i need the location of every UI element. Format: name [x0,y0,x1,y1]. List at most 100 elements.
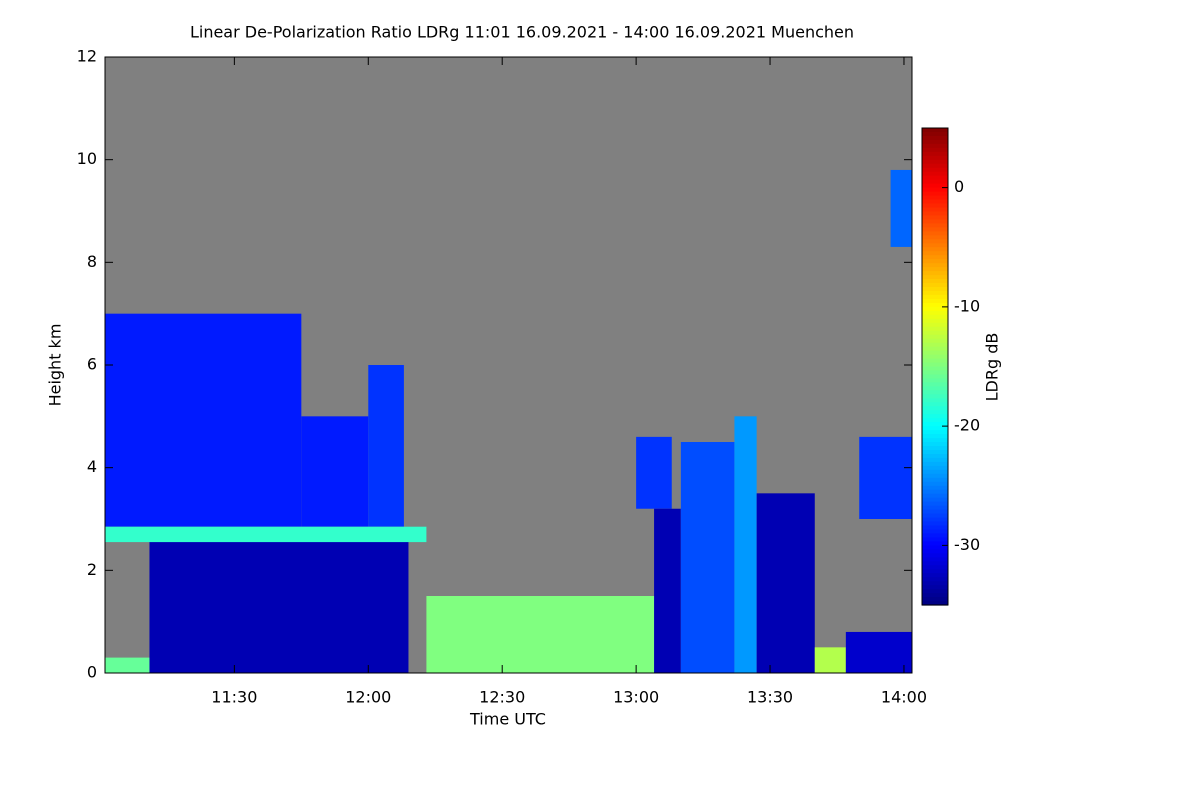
colorbar-swatch [922,537,948,542]
colorbar-swatch [922,191,948,197]
colorbar-swatch [922,171,948,177]
colorbar-swatch [922,219,948,224]
colorbar-label: LDRg dB [983,333,1002,402]
colorbar-swatch [922,263,948,268]
colorbar-swatch [922,533,948,539]
colorbar-swatch [922,553,948,558]
ldr-region [845,631,912,673]
ldr-region [890,169,912,247]
colorbar-swatch [922,267,948,272]
colorbar-swatch [922,195,948,201]
ldr-region [680,442,735,673]
y-axis-label: Height km [46,324,65,407]
colorbar-swatch [922,438,948,443]
colorbar-swatch [922,287,948,292]
colorbar-swatch [922,414,948,419]
colorbar-swatch [922,279,948,284]
colorbar-swatch [922,139,948,145]
colorbar-swatch [922,199,948,205]
colorbar-swatch [922,501,948,507]
colorbar-swatch [922,247,948,252]
colorbar-swatch [922,366,948,372]
colorbar-swatch [922,497,948,503]
colorbar-swatch [922,505,948,511]
colorbar-swatch [922,231,948,236]
colorbar-swatch [922,549,948,554]
ldr-region [636,436,672,509]
ldr-region [426,596,659,673]
colorbar-swatch [922,374,948,380]
colorbar-swatch [922,147,948,153]
colorbar-swatch [922,128,948,133]
colorbar-swatch [922,318,948,324]
colorbar-swatch [922,589,948,594]
colorbar-swatch [922,290,948,296]
colorbar-tick-label: -20 [954,416,980,435]
colorbar-swatch [922,493,948,499]
ldr-region [756,493,815,673]
colorbar-swatch [922,469,948,475]
chart-title: Linear De-Polarization Ratio LDRg 11:01 … [190,23,854,42]
colorbar-swatch [922,306,948,312]
colorbar-swatch [922,207,948,213]
colorbar-swatch [922,561,948,566]
colorbar-swatch [922,477,948,483]
colorbar-swatch [922,446,948,451]
colorbar-swatch [922,223,948,228]
colorbar-swatch [922,259,948,264]
y-tick-label: 2 [87,560,97,579]
colorbar-swatch [922,585,948,590]
y-tick-label: 10 [77,149,97,168]
colorbar-swatch [922,597,948,602]
colorbar-swatch [922,302,948,308]
colorbar-swatch [922,334,948,340]
colorbar-swatch [922,517,948,523]
colorbar-swatch [922,525,948,531]
colorbar-swatch [922,489,948,495]
colorbar-swatch [922,430,948,435]
colorbar-swatch [922,557,948,562]
colorbar-tick-label: -30 [954,535,980,554]
y-tick-label: 4 [87,457,97,476]
colorbar-swatch [922,573,948,578]
colorbar-swatch [922,143,948,149]
colorbar-swatch [922,442,948,447]
colorbar-tick-label: 0 [954,177,964,196]
colorbar-swatch [922,159,948,165]
colorbar-swatch [922,330,948,336]
colorbar-swatch [922,243,948,248]
colorbar-swatch [922,179,948,185]
colorbar-swatch [922,326,948,332]
colorbar-swatch [922,402,948,407]
colorbar-swatch [922,322,948,328]
x-tick-label: 14:00 [881,688,927,707]
colorbar-swatch [922,354,948,360]
x-tick-label: 13:00 [613,688,659,707]
ldr-region [105,526,427,543]
ldr-region [814,647,846,673]
colorbar-swatch [922,362,948,368]
colorbar-swatch [922,135,948,141]
colorbar-frame [921,127,949,606]
colorbar-swatch [922,565,948,570]
colorbar-swatch [922,593,948,598]
ldr-region [654,508,681,673]
colorbar-swatch [922,314,948,320]
colorbar-swatch [922,406,948,411]
colorbar-swatch [922,187,948,193]
colorbar-swatch [922,541,948,546]
ldr-region [105,313,302,527]
colorbar-swatch [922,449,948,455]
colorbar-swatch [922,465,948,471]
colorbar-swatch [922,151,948,157]
colorbar-swatch [922,163,948,169]
colorbar-swatch [922,569,948,574]
colorbar-swatch [922,434,948,439]
colorbar-swatch [922,422,948,427]
ldr-region [734,416,757,673]
colorbar-swatch [922,453,948,459]
ldr-region [149,539,409,673]
colorbar-swatch [922,545,948,550]
y-tick-label: 8 [87,252,97,271]
